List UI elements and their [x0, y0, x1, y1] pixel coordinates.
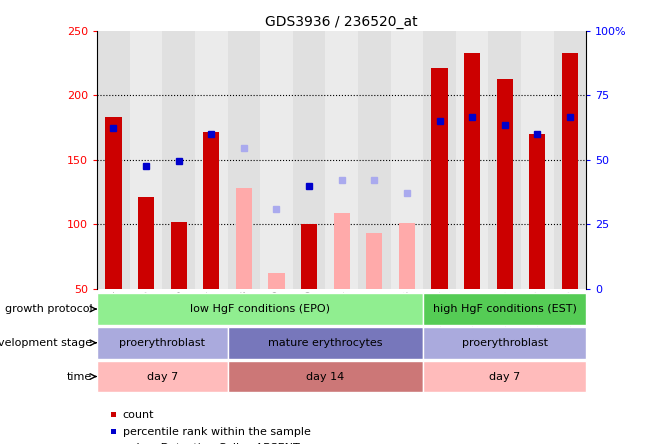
Bar [431, 68, 448, 289]
Bar [162, 31, 195, 289]
Bar [228, 327, 423, 359]
Bar [260, 31, 293, 289]
Title: GDS3936 / 236520_at: GDS3936 / 236520_at [265, 15, 418, 29]
Bar [236, 188, 252, 289]
Text: day 7: day 7 [489, 372, 521, 381]
Text: mature erythrocytes: mature erythrocytes [268, 338, 383, 348]
Text: high HgF conditions (EST): high HgF conditions (EST) [433, 304, 577, 314]
Bar [293, 31, 326, 289]
Bar [562, 53, 578, 289]
Bar [105, 117, 122, 289]
Text: growth protocol: growth protocol [5, 304, 92, 314]
Bar [326, 31, 358, 289]
Text: proerythroblast: proerythroblast [462, 338, 548, 348]
Bar [456, 31, 488, 289]
Bar [228, 31, 260, 289]
Bar [195, 31, 228, 289]
Bar [138, 197, 154, 289]
Text: low HgF conditions (EPO): low HgF conditions (EPO) [190, 304, 330, 314]
Bar [366, 233, 383, 289]
Bar [97, 361, 228, 392]
Bar [423, 361, 586, 392]
Text: day 7: day 7 [147, 372, 178, 381]
Bar [423, 293, 586, 325]
Bar [521, 31, 553, 289]
Text: day 14: day 14 [306, 372, 344, 381]
Bar [529, 134, 545, 289]
Bar [423, 327, 586, 359]
Text: time: time [67, 372, 92, 381]
Bar [97, 327, 228, 359]
Bar [391, 31, 423, 289]
Text: development stage: development stage [0, 338, 92, 348]
Bar [423, 31, 456, 289]
Text: proerythroblast: proerythroblast [119, 338, 206, 348]
Bar [358, 31, 391, 289]
Bar [399, 223, 415, 289]
Bar [228, 361, 423, 392]
Text: count: count [123, 410, 154, 420]
Bar [496, 79, 513, 289]
Bar [97, 31, 130, 289]
Bar [130, 31, 162, 289]
Bar [301, 224, 318, 289]
Bar [170, 222, 187, 289]
Bar [203, 131, 220, 289]
Bar [97, 293, 423, 325]
Bar [464, 53, 480, 289]
Bar [334, 213, 350, 289]
Bar [269, 273, 285, 289]
Bar [488, 31, 521, 289]
Bar [553, 31, 586, 289]
Text: percentile rank within the sample: percentile rank within the sample [123, 427, 310, 436]
